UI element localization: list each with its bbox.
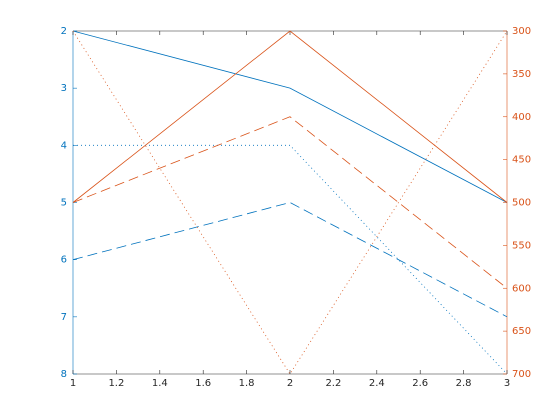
y2-tick-label: 300 xyxy=(512,26,531,37)
y2-tick-label: 450 xyxy=(512,155,531,166)
series-line xyxy=(72,30,508,375)
series-line xyxy=(72,116,508,289)
y-tick-label: 5 xyxy=(61,198,67,209)
x-tick-label: 2.4 xyxy=(369,378,385,389)
y2-tick-label: 400 xyxy=(512,112,531,123)
x-tick-label: 1.8 xyxy=(239,378,255,389)
x-tick-label: 2.6 xyxy=(412,378,428,389)
y2-tick-label: 350 xyxy=(512,69,531,80)
y-tick-label: 7 xyxy=(61,312,67,323)
x-tick-label: 1.4 xyxy=(152,378,168,389)
x-tick-label: 3 xyxy=(504,378,510,389)
y2-tick-label: 650 xyxy=(512,326,531,337)
y2-tick-label: 550 xyxy=(512,240,531,251)
y-tick-label: 3 xyxy=(61,83,67,94)
x-tick-label: 1.6 xyxy=(195,378,211,389)
y-tick-label: 4 xyxy=(61,140,67,151)
x-tick-label: 2.2 xyxy=(325,378,341,389)
x-tick-label: 1 xyxy=(70,378,76,389)
y-tick-label: 2 xyxy=(61,26,67,37)
y2-tick-label: 600 xyxy=(512,283,531,294)
series-line xyxy=(72,30,508,203)
y2-tick-label: 700 xyxy=(512,369,531,380)
x-tick-label: 2 xyxy=(287,378,293,389)
y2-tick-label: 500 xyxy=(512,198,531,209)
x-tick-label: 2.8 xyxy=(456,378,472,389)
y-tick-label: 6 xyxy=(61,255,67,266)
y-tick-label: 8 xyxy=(61,369,67,380)
x-tick-label: 1.2 xyxy=(108,378,124,389)
